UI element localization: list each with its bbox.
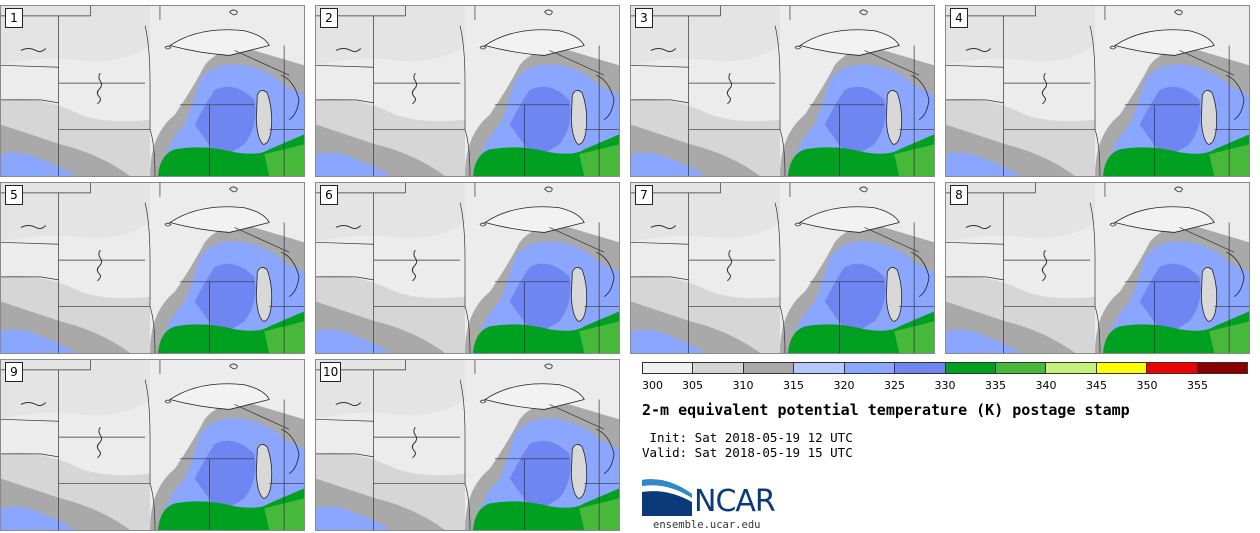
colorbar-segment (693, 363, 744, 373)
colorbar-segment (1197, 363, 1248, 373)
init-time: Init: Sat 2018-05-19 12 UTC (642, 430, 853, 445)
colorbar-tick-label: 330 (934, 379, 956, 392)
colorbar (642, 362, 1248, 374)
member-number: 2 (320, 8, 338, 28)
logo-url: ensemble.ucar.edu (653, 519, 761, 531)
map-image (631, 183, 934, 353)
colorbar-tick-label: 300 (642, 379, 663, 392)
forecast-map-panel: 3 (630, 5, 935, 177)
colorbar-segment (1046, 363, 1097, 373)
colorbar-segment (895, 363, 946, 373)
member-number: 1 (5, 8, 23, 28)
colorbar-segment (1147, 363, 1198, 373)
member-number: 3 (635, 8, 653, 28)
member-number: 8 (950, 185, 968, 205)
colorbar-tick-label: 355 (1187, 379, 1208, 392)
forecast-map-panel: 1 (0, 5, 305, 177)
map-image (946, 183, 1249, 353)
plot-title: 2-m equivalent potential temperature (K)… (642, 401, 1130, 419)
forecast-map-panel: 6 (315, 182, 620, 354)
forecast-map-panel: 8 (945, 182, 1250, 354)
map-image (1, 360, 304, 530)
map-image (316, 183, 619, 353)
colorbar-segment (743, 363, 795, 373)
member-number: 9 (5, 362, 23, 382)
colorbar-tick-label: 350 (1136, 379, 1158, 392)
valid-time: Valid: Sat 2018-05-19 15 UTC (642, 445, 853, 460)
forecast-map-panel: 4 (945, 5, 1250, 177)
colorbar-tick-label: 335 (985, 379, 1006, 392)
logo-text: NCAR (694, 484, 776, 519)
colorbar-segment (844, 363, 896, 373)
colorbar-tick-label: 340 (1035, 379, 1057, 392)
colorbar-segment (945, 363, 996, 373)
member-number: 5 (5, 185, 23, 205)
colorbar-tick-label: 325 (884, 379, 905, 392)
colorbar-tick-label: 310 (732, 379, 754, 392)
map-image (946, 6, 1249, 176)
member-number: 7 (635, 185, 653, 205)
colorbar-segment (643, 363, 694, 373)
map-image (1, 183, 304, 353)
colorbar-segment (794, 363, 845, 373)
map-image (316, 6, 619, 176)
member-number: 6 (320, 185, 338, 205)
colorbar-tick-label: 345 (1086, 379, 1107, 392)
colorbar-tick-label: 315 (783, 379, 804, 392)
member-number: 10 (320, 362, 342, 382)
map-image (631, 6, 934, 176)
forecast-map-panel: 2 (315, 5, 620, 177)
ncar-logo-icon (642, 479, 692, 516)
forecast-map-panel: 10 (315, 359, 620, 531)
colorbar-segment (1096, 363, 1148, 373)
forecast-map-panel: 7 (630, 182, 935, 354)
member-number: 4 (950, 8, 968, 28)
map-image (316, 360, 619, 530)
forecast-map-panel: 5 (0, 182, 305, 354)
colorbar-tick-label: 305 (682, 379, 703, 392)
forecast-map-panel: 9 (0, 359, 305, 531)
map-image (1, 6, 304, 176)
colorbar-tick-label: 320 (833, 379, 855, 392)
colorbar-ticks: 300 305 310 315 320 325 330 335 340 345 350 355 (642, 379, 1248, 395)
colorbar-segment (995, 363, 1047, 373)
